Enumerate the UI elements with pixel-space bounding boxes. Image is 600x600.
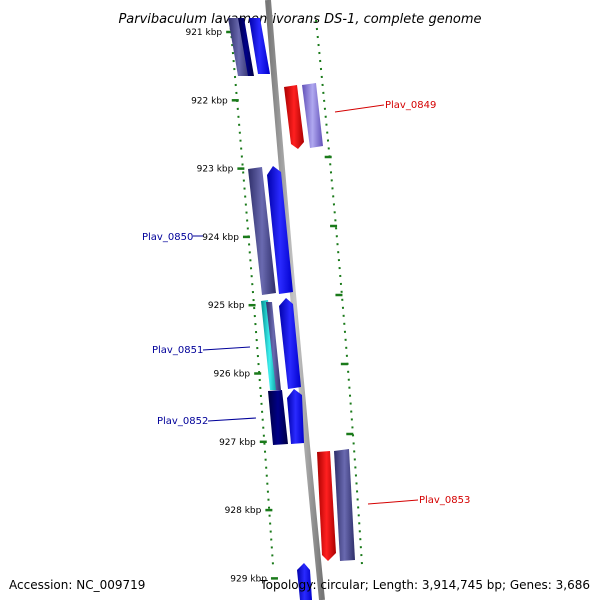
genome-backbone: [265, 0, 325, 600]
tick-marks: 921 kbp 922 kbp 923 kbp 924 kbp 925 kbp 926 k…: [185, 28, 354, 584]
gene-arrow: [248, 167, 276, 295]
gene-arrow: [279, 298, 301, 389]
tick-label: 922 kbp: [191, 96, 228, 106]
gene-label-lines: [193, 104, 419, 505]
gene-label-plav-0852: Plav_0852: [157, 416, 208, 427]
tick-label: 925 kbp: [208, 301, 245, 311]
topology-text: Topology: circular; Length: 3,914,745 bp…: [260, 578, 590, 592]
gene-arrow: [297, 563, 312, 600]
tick-label: 927 kbp: [219, 438, 256, 448]
gene-label-plav-0850: Plav_0850: [142, 232, 193, 243]
gene-label-plav-0851: Plav_0851: [152, 345, 203, 356]
inner-tick-ring: [229, 19, 274, 566]
gene-arrow: [334, 449, 355, 561]
gene-arrow: [267, 166, 293, 294]
tick-label: 926 kbp: [213, 370, 250, 380]
map-title: Parvibaculum lavamentivorans DS-1, compl…: [118, 12, 481, 27]
gene-arrow: [268, 390, 288, 445]
gene-arrow: [266, 302, 281, 390]
gene-label-plav-0853: Plav_0853: [419, 495, 470, 506]
accession-text: Accession: NC_009719: [9, 578, 146, 592]
gene-arrow: [302, 83, 323, 148]
gene-arrow: [317, 451, 336, 561]
gene-arrow: [228, 18, 250, 76]
tick-label: 928 kbp: [225, 506, 262, 516]
tick-label: 923 kbp: [197, 165, 234, 175]
outer-tick-ring: [315, 19, 363, 566]
gene-label-plav-0849: Plav_0849: [385, 100, 436, 111]
gene-features: [228, 18, 355, 600]
tick-label: 924 kbp: [202, 233, 239, 243]
tick-label: 921 kbp: [185, 28, 222, 38]
gene-arrow: [287, 389, 304, 444]
gene-arrow: [238, 18, 254, 76]
gene-arrow: [284, 85, 304, 149]
gene-arrow: [249, 18, 270, 74]
tick-label: 929 kbp: [230, 574, 267, 584]
